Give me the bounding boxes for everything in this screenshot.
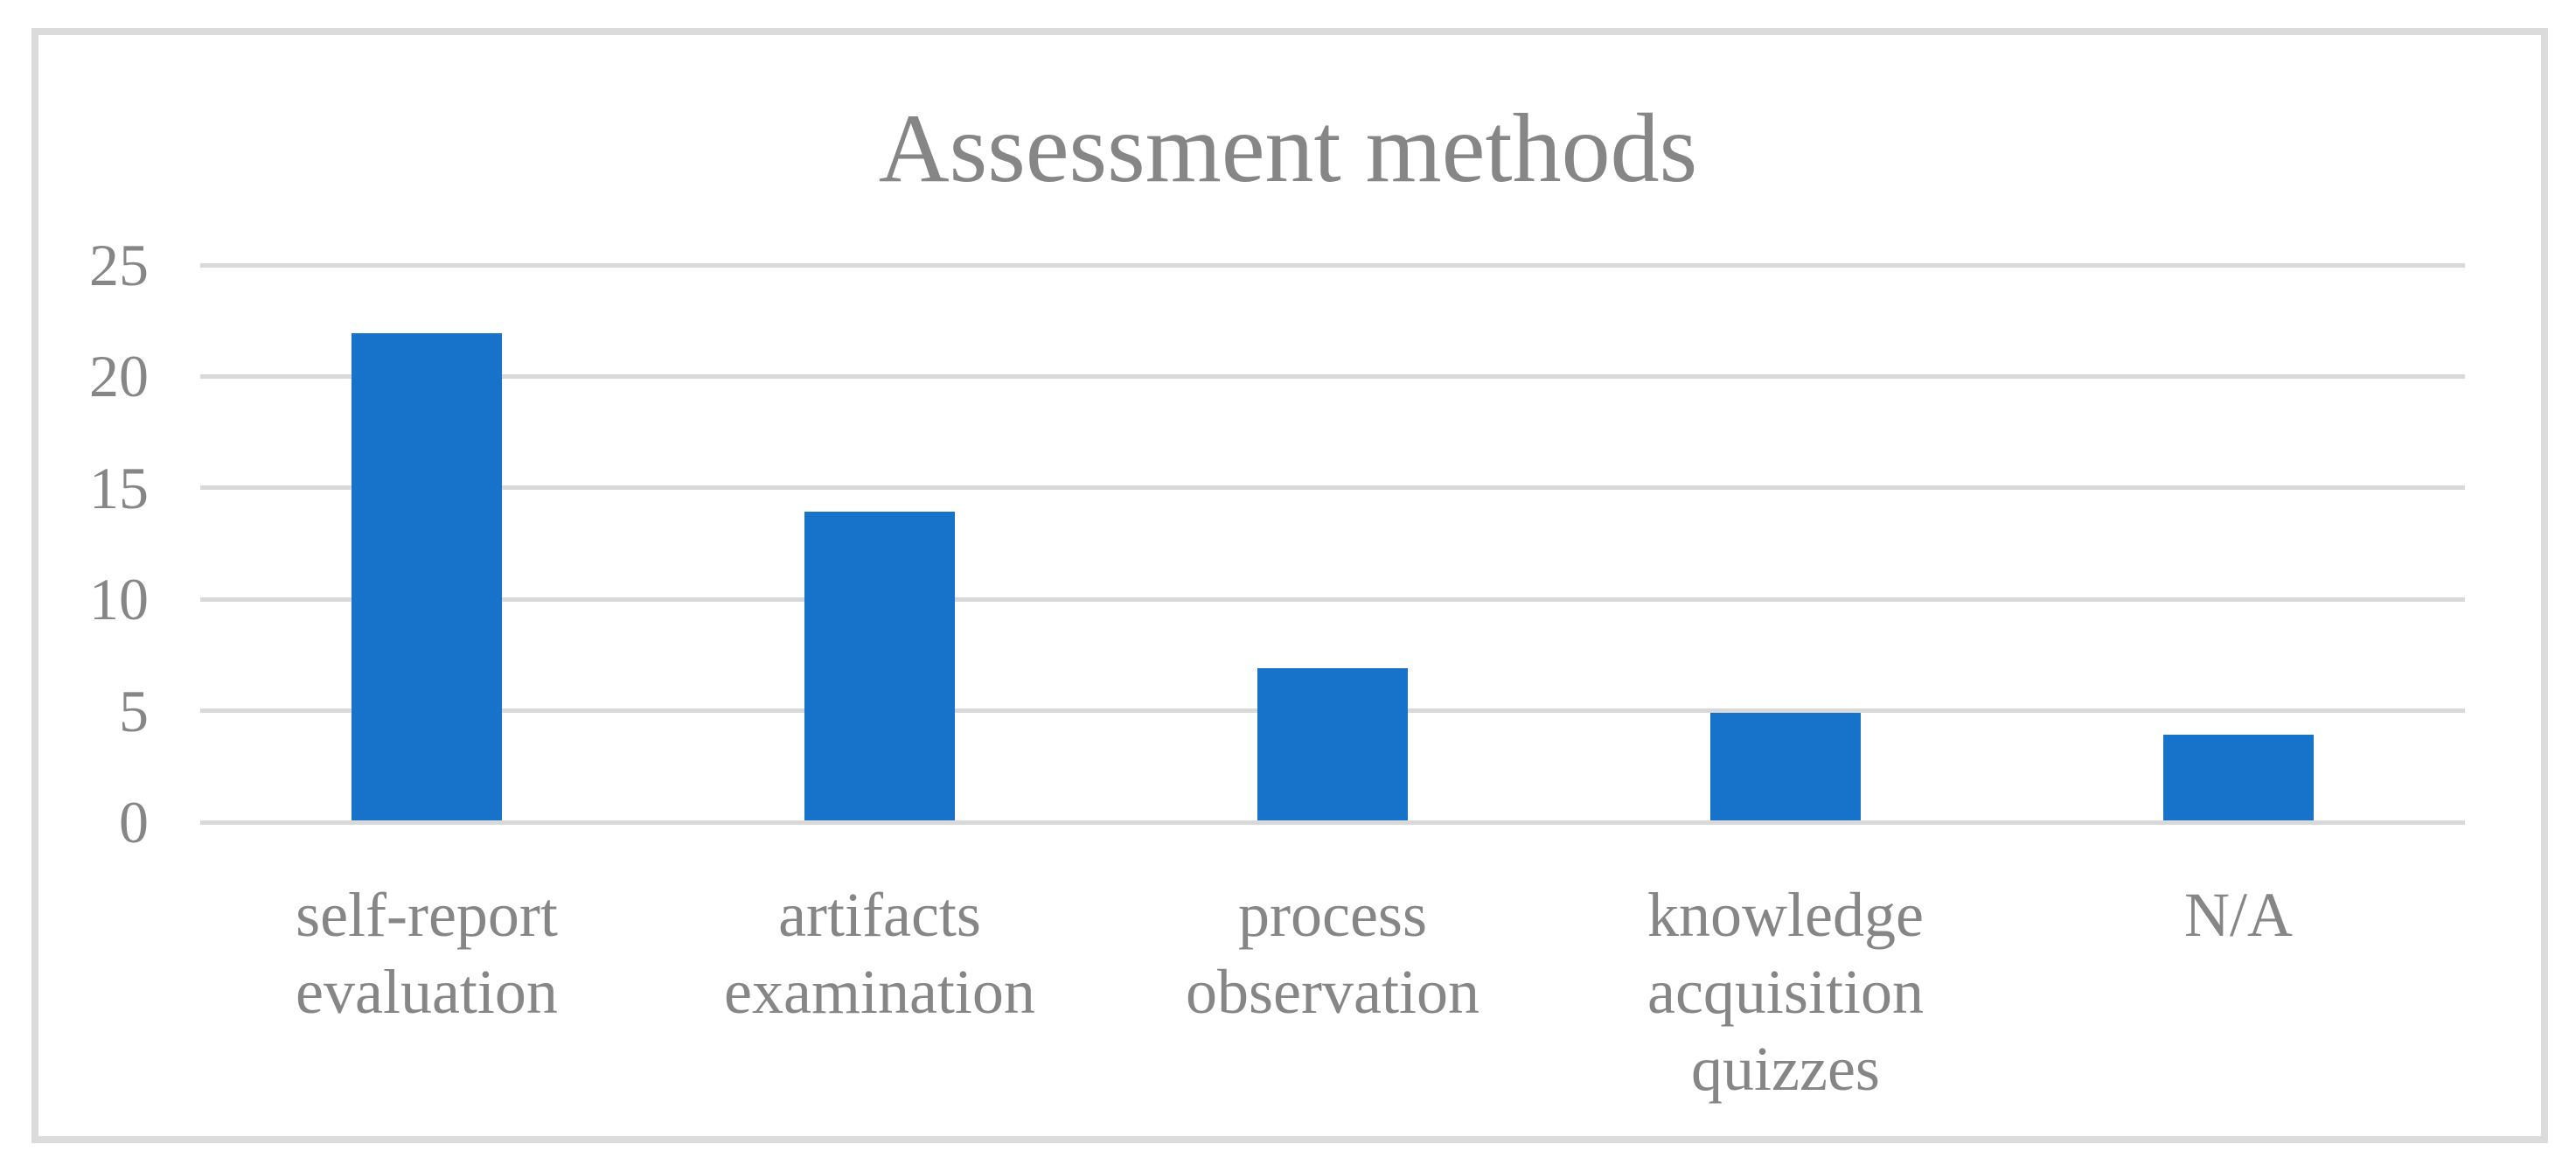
bar: [804, 512, 955, 824]
bar: [1710, 712, 1861, 824]
gridline: [200, 485, 2465, 491]
x-category-label: process observation: [1186, 880, 1479, 1027]
x-category-label: artifacts examination: [724, 880, 1035, 1027]
gridline: [200, 262, 2465, 268]
bar: [2163, 735, 2314, 824]
y-tick-label: 25: [89, 232, 149, 298]
y-tick-label: 10: [89, 566, 149, 633]
bar-slot: [653, 265, 1106, 824]
bar-slot: [2012, 265, 2465, 824]
bar: [352, 333, 502, 824]
x-category-label: N/A: [2184, 880, 2293, 950]
bar-slot: [1106, 265, 1559, 824]
y-tick-label: 15: [89, 454, 149, 521]
y-tick-label: 20: [89, 343, 149, 410]
x-category-label: knowledge acquisition quizzes: [1647, 880, 1924, 1104]
gridline: [200, 373, 2465, 379]
plot-area: [200, 262, 2465, 825]
y-tick-label: 5: [119, 677, 149, 744]
bar-slot: [200, 265, 653, 824]
y-axis-labels: 0 5 10 15 20 25: [17, 235, 149, 852]
x-axis-labels: self-report evaluation artifacts examinat…: [200, 876, 2465, 1107]
bar-slot: [1559, 265, 2012, 824]
chart-title: Assessment methods: [878, 94, 1698, 203]
bar-series: [200, 265, 2465, 824]
gridline: [200, 820, 2465, 825]
chart-frame-border: [31, 28, 2548, 1143]
y-tick-label: 0: [119, 789, 149, 855]
gridline: [200, 596, 2465, 602]
bar: [1257, 667, 1408, 824]
x-category-label: self-report evaluation: [296, 880, 558, 1027]
